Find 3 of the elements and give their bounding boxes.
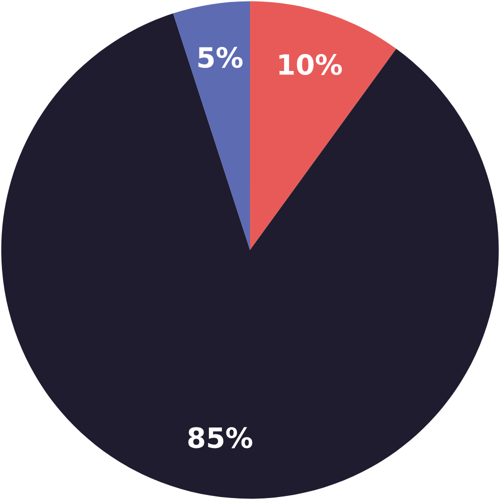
data-label: 85% xyxy=(188,427,252,448)
data-label: 5% xyxy=(198,46,243,68)
data-label: 10% xyxy=(279,54,342,75)
